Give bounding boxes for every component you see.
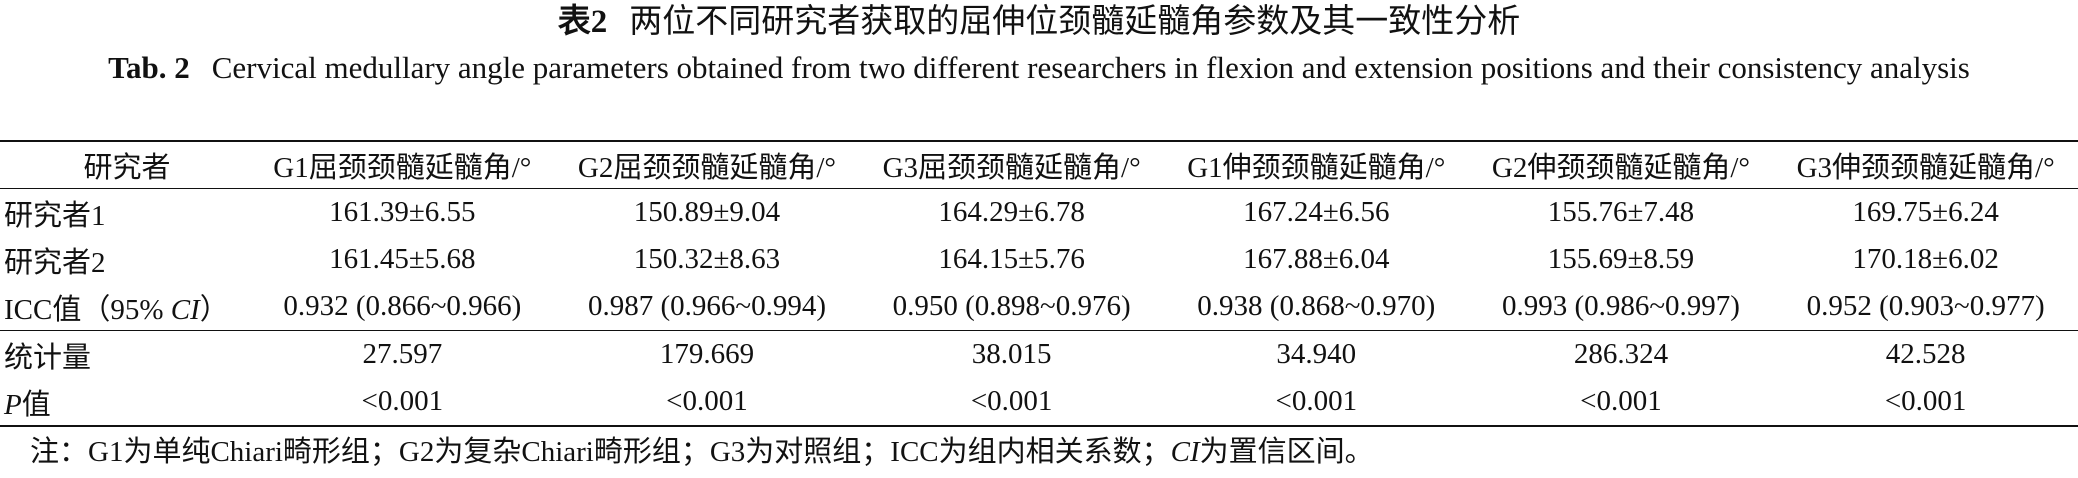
table-cell: 42.528	[1773, 330, 2078, 378]
table-cell: <0.001	[1275, 385, 1358, 417]
text-part: P	[4, 388, 22, 421]
title-cn: 表2 两位不同研究者获取的屈伸位颈髓延髓角参数及其一致性分析	[0, 0, 2078, 44]
table-cell: 164.29±6.78	[938, 196, 1085, 228]
table-cell: 164.15±5.76	[938, 243, 1085, 275]
header-row: 研究者 G1屈颈颈髓延髓角/° G2屈颈颈髓延髓角/° G3屈颈颈髓延髓角/° G1伸颈…	[0, 141, 2078, 189]
table-cell: 150.32±8.63	[633, 243, 781, 275]
text-part: CI	[1170, 436, 1200, 468]
table-cell: 0.932 (0.866~0.966)	[283, 290, 522, 322]
text-part: CI	[170, 293, 200, 326]
title-en: Tab. 2 Cervical medullary angle parameter…	[0, 44, 2078, 140]
table-cell: 155.69±8.59	[1547, 243, 1695, 275]
table-cell: 0.938 (0.868~0.970)	[1197, 290, 1436, 322]
table-cell: 161.39±6.55	[329, 196, 476, 228]
header-cell: G1屈颈颈髓延髓角/°	[273, 152, 532, 184]
table-cell: 167.88±6.04	[1243, 243, 1390, 275]
text-part: 为置信区间。	[1199, 436, 1374, 468]
table-cell: <0.001	[666, 385, 748, 417]
row-label: 统计量	[0, 330, 250, 378]
text-part: 研究者2	[4, 246, 106, 279]
table-cell: 161.45±5.68	[329, 243, 476, 275]
table-cell: <0.001	[361, 385, 444, 417]
text-part: 值	[21, 388, 51, 421]
table-cell: <0.001	[1580, 385, 1662, 417]
title-label: 表2	[557, 4, 608, 40]
header-cell: 研究者	[83, 152, 171, 184]
row-label: 研究者2	[0, 236, 250, 283]
table-row: ICC值（95% CI） 0.932 (0.866~0.966) 0.987 (0.…	[0, 283, 2078, 331]
table-cell: 0.987 (0.966~0.994)	[587, 290, 826, 322]
text-part: ）	[199, 293, 229, 326]
text-part: 研究者1	[4, 199, 106, 232]
table-cell: 27.597	[250, 330, 555, 378]
row-label: P值	[0, 378, 250, 426]
header-cell: G3伸颈颈髓延髓角/°	[1796, 152, 2055, 184]
table-cell: 0.950 (0.898~0.976)	[892, 290, 1131, 322]
table-cell: 155.76±7.48	[1547, 196, 1695, 228]
table-cell: 34.940	[1163, 330, 1469, 378]
title-text: 两位不同研究者获取的屈伸位颈髓延髓角参数及其一致性分析	[629, 4, 1521, 40]
table-cell: <0.001	[970, 385, 1053, 417]
table-row: P值 <0.001 <0.001 <0.001 <0.001 <0.001 <0.001	[0, 378, 2078, 426]
table-cell: <0.001	[1884, 385, 1967, 417]
header-cell: G1伸颈颈髓延髓角/°	[1187, 152, 1446, 184]
table-cell: 179.669	[554, 330, 860, 378]
table-cell: 0.993 (0.986~0.997)	[1501, 290, 1740, 322]
header-cell: G2伸颈颈髓延髓角/°	[1491, 152, 1750, 184]
note: 注：G1为单纯Chiari畸形组；G2为复杂Chiari畸形组；G3为对照组；I…	[0, 427, 2078, 477]
table-row: 研究者1 161.39±6.55 150.89±9.04 164.29±6.78 167…	[0, 189, 2078, 237]
title-label: Tab. 2	[108, 50, 190, 85]
table-cell: 169.75±6.24	[1852, 196, 1999, 228]
table-row: 统计量 27.597 179.669 38.015 34.940 286.324 42.52…	[0, 330, 2078, 378]
table: 研究者 G1屈颈颈髓延髓角/° G2屈颈颈髓延髓角/° G3屈颈颈髓延髓角/° G1伸颈…	[0, 140, 2078, 427]
header-cell: G3屈颈颈髓延髓角/°	[882, 152, 1141, 184]
row-label: ICC值（95% CI）	[0, 283, 250, 331]
header-cell: G2屈颈颈髓延髓角/°	[577, 152, 837, 184]
text-part: ICC值（95%	[4, 293, 171, 326]
table-cell: 170.18±6.02	[1852, 243, 1999, 275]
text-part: 统计量	[4, 341, 92, 374]
table-cell: 167.24±6.56	[1243, 196, 1390, 228]
table-row: 研究者2 161.45±5.68 150.32±8.63 164.15±5.76 167…	[0, 236, 2078, 283]
table-cell: 286.324	[1468, 330, 1774, 378]
table-cell: 150.89±9.04	[633, 196, 781, 228]
title-text: Cervical medullary angle parameters obta…	[211, 50, 1970, 85]
row-label: 研究者1	[0, 189, 250, 237]
table-cell: 38.015	[859, 330, 1164, 378]
table-cell: 0.952 (0.903~0.977)	[1806, 290, 2045, 322]
text-part: 注：G1为单纯Chiari畸形组；G2为复杂Chiari畸形组；G3为对照组；I…	[30, 436, 1171, 468]
